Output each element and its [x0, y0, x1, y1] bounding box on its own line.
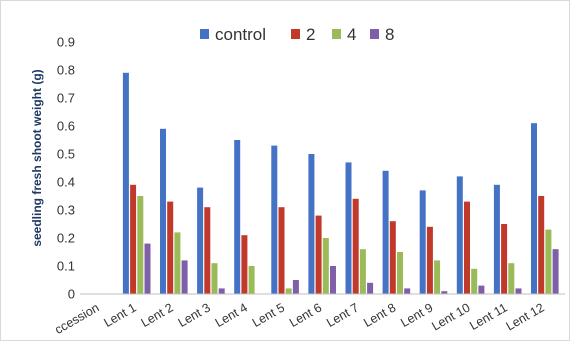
bar-control-2 [160, 128, 166, 294]
y-tick-label: 0.1 [57, 259, 75, 274]
y-tick-label: 0 [68, 287, 75, 302]
bar-control-8 [382, 170, 389, 294]
bar-control-12 [531, 123, 537, 294]
bar-4-2 [174, 232, 181, 294]
bar-control-7 [345, 162, 352, 294]
bar-control-5 [271, 145, 278, 294]
legend-label: 4 [347, 25, 356, 44]
bar-8-3 [218, 288, 225, 294]
y-tick-label: 0.4 [57, 175, 75, 190]
legend-swatch-4 [332, 29, 341, 39]
bar-control-4 [234, 140, 241, 294]
y-tick-label: 0.2 [57, 231, 75, 246]
bar-control-10 [456, 176, 463, 294]
bar-8-6 [330, 266, 336, 294]
bar-8-1 [144, 243, 151, 294]
bar-2-1 [130, 184, 137, 294]
bar-2-6 [315, 215, 322, 294]
legend-swatch-8 [370, 29, 379, 39]
bar-2-5 [278, 207, 285, 294]
legend-swatch-2 [291, 29, 300, 39]
y-tick-label: 0.9 [57, 35, 75, 50]
bar-2-3 [204, 207, 211, 294]
bar-2-7 [352, 198, 359, 294]
bar-2-11 [501, 224, 508, 294]
y-axis-label: seedling fresh shoot weight (g) [30, 69, 44, 246]
bar-8-10 [478, 285, 485, 294]
bar-8-2 [181, 260, 188, 294]
bar-control-1 [122, 72, 129, 294]
bar-4-12 [545, 229, 552, 294]
bar-8-8 [404, 288, 411, 294]
bar-4-3 [211, 263, 218, 294]
bar-4-7 [359, 249, 366, 294]
legend-label: 2 [306, 25, 315, 44]
bar-8-5 [292, 280, 299, 294]
bar-control-11 [493, 184, 500, 294]
y-tick-label: 0.6 [57, 119, 75, 134]
legend-label: 8 [385, 25, 394, 44]
bar-8-11 [515, 288, 522, 294]
bar-2-4 [241, 235, 248, 294]
bar-4-11 [508, 263, 515, 294]
bar-4-8 [397, 252, 403, 294]
bar-2-8 [389, 221, 396, 294]
bar-8-9 [441, 291, 448, 294]
bar-2-2 [167, 201, 174, 294]
bar-2-10 [464, 201, 470, 294]
bar-4-10 [471, 268, 478, 294]
bar-2-12 [538, 196, 545, 294]
bar-4-4 [248, 266, 255, 294]
bars [122, 72, 559, 294]
bar-4-6 [322, 238, 329, 294]
bar-8-7 [367, 282, 374, 294]
legend: control 2 4 8 [200, 25, 394, 44]
bar-8-12 [552, 249, 559, 294]
bar-control-9 [419, 190, 426, 294]
legend-swatch-control [200, 29, 209, 39]
bar-4-5 [285, 288, 292, 294]
y-axis: 0 0.1 0.2 0.3 0.4 0.5 0.6 0.7 0.8 0.9 [57, 35, 75, 302]
bar-2-9 [426, 226, 433, 294]
bar-4-9 [434, 260, 441, 294]
bar-control-6 [308, 154, 315, 294]
bar-control-3 [197, 187, 204, 294]
y-tick-label: 0.7 [57, 91, 75, 106]
legend-label: control [215, 25, 266, 44]
bar-4-1 [137, 196, 144, 294]
y-tick-label: 0.8 [57, 63, 75, 78]
y-tick-label: 0.5 [57, 147, 75, 162]
y-tick-label: 0.3 [57, 203, 75, 218]
